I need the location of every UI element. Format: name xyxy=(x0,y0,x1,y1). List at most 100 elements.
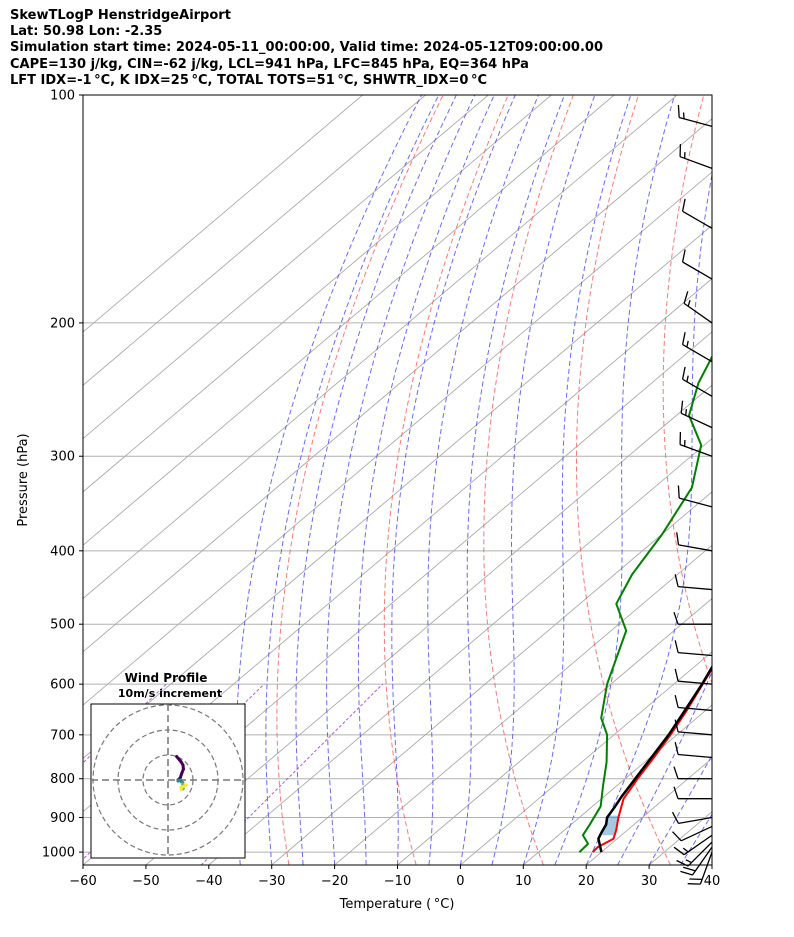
dry-adiabat xyxy=(276,95,444,865)
wind-barb-staff xyxy=(678,585,713,591)
isotherm xyxy=(83,95,678,600)
wind-barb xyxy=(687,851,713,885)
isotherm xyxy=(145,384,712,865)
isotherm xyxy=(397,597,712,865)
moist-adiabat xyxy=(680,813,712,865)
wind-barb-flag xyxy=(681,198,686,212)
wind-barb-staff xyxy=(678,651,713,657)
y-tick-label: 100 xyxy=(50,89,75,104)
wind-barb-flag xyxy=(677,485,680,499)
wind-barb-flag xyxy=(681,366,686,380)
wind-barb xyxy=(680,400,713,429)
cape-area xyxy=(600,815,619,836)
wind-barb-flag xyxy=(681,249,686,263)
isotherm xyxy=(585,757,712,865)
wind-barb xyxy=(677,485,713,508)
moist-adiabat xyxy=(648,754,712,865)
wind-barb-staff xyxy=(679,497,713,508)
wind-barb-flag xyxy=(674,574,679,587)
wind-barb-staff xyxy=(678,731,713,736)
wind-barb-half-flag xyxy=(687,300,691,307)
inset-title: Wind Profile xyxy=(125,671,208,685)
wind-barb-half-flag xyxy=(685,859,692,864)
hodograph-segment xyxy=(182,783,188,788)
wind-barb xyxy=(674,640,713,657)
wind-barb xyxy=(676,841,713,867)
wind-barb-half-flag xyxy=(686,375,689,382)
wind-barb-staff xyxy=(679,443,713,457)
wind-barb xyxy=(681,366,713,397)
moist-adiabat xyxy=(427,95,539,865)
wind-barb xyxy=(674,668,713,685)
wind-barb-flag xyxy=(674,668,679,682)
wind-barb-half-flag xyxy=(685,409,688,416)
x-tick-label: −40 xyxy=(195,874,222,889)
x-tick-label: 30 xyxy=(641,874,658,889)
moist-adiabat xyxy=(295,95,457,865)
wind-barb xyxy=(672,825,713,842)
isotherm xyxy=(271,491,712,865)
dry-adiabat xyxy=(662,95,712,685)
wind-barb-staff xyxy=(682,344,713,363)
moist-adiabat xyxy=(617,670,712,865)
x-tick-label: −60 xyxy=(69,874,96,889)
isotherm xyxy=(83,118,712,653)
isotherm xyxy=(83,95,363,333)
wind-barb-half-flag xyxy=(682,847,689,853)
moist-adiabat xyxy=(554,95,676,865)
isotherm xyxy=(460,651,712,865)
wind-barb-flag xyxy=(673,766,679,779)
isotherm xyxy=(334,544,712,865)
wind-barb xyxy=(679,144,713,169)
y-tick-label: 800 xyxy=(50,772,75,787)
y-tick-label: 200 xyxy=(50,316,75,331)
y-tick-label: 300 xyxy=(50,450,75,465)
wind-barb xyxy=(671,811,713,825)
y-tick-label: 1000 xyxy=(42,846,75,861)
wind-barb-staff xyxy=(683,834,713,856)
wind-barb-staff xyxy=(680,825,713,842)
wind-barb xyxy=(681,249,713,280)
wind-barb xyxy=(673,611,713,625)
wind-barb-flag xyxy=(674,719,679,733)
wind-barb-flag xyxy=(671,811,680,824)
wind-barb-staff xyxy=(682,261,713,280)
cape-fill xyxy=(600,815,619,836)
dewpoint-line xyxy=(578,354,712,853)
y-tick-label: 400 xyxy=(50,544,75,559)
isotherm xyxy=(83,95,615,546)
wind-barb xyxy=(676,532,713,552)
wind-barb-flag xyxy=(683,291,689,304)
wind-barb-staff xyxy=(680,412,713,429)
y-tick-label: 500 xyxy=(50,618,75,633)
wind-barb-flag xyxy=(673,786,679,799)
indices-line-1: CAPE=130 j/kg, CIN=-62 j/kg, LCL=941 hPa… xyxy=(10,56,529,72)
wind-barb-staff xyxy=(682,378,713,397)
isotherm xyxy=(83,95,426,386)
isotherm xyxy=(83,95,489,440)
y-tick-label: 700 xyxy=(50,728,75,743)
wind-barb-staff xyxy=(678,753,713,759)
location-line: Lat: 50.98 Lon: -2.35 xyxy=(10,24,163,40)
dry-adiabat xyxy=(383,95,509,865)
wind-barb-flag xyxy=(683,866,696,872)
wind-barb-staff xyxy=(678,680,713,685)
x-tick-label: 40 xyxy=(704,874,721,889)
parcel-line xyxy=(597,664,712,853)
wind-barb xyxy=(673,766,713,780)
x-tick-label: 10 xyxy=(515,874,532,889)
wind-barb-staff xyxy=(699,851,713,885)
wind-barb-staff xyxy=(678,544,713,552)
wind-barb-flag xyxy=(673,846,685,856)
wind-barb xyxy=(673,786,713,800)
wind-barb-flag xyxy=(681,332,686,345)
wind-barb-flag xyxy=(676,859,689,867)
wind-barb xyxy=(683,291,713,324)
wind-barb-staff xyxy=(679,156,713,169)
wind-barb xyxy=(681,198,713,229)
wind-barb-flag xyxy=(674,640,679,653)
wind-barb-flag xyxy=(674,695,679,708)
moist-adiabat xyxy=(265,95,440,865)
wind-barb xyxy=(674,574,713,591)
time-line: Simulation start time: 2024-05-11_00:00:… xyxy=(10,40,603,56)
